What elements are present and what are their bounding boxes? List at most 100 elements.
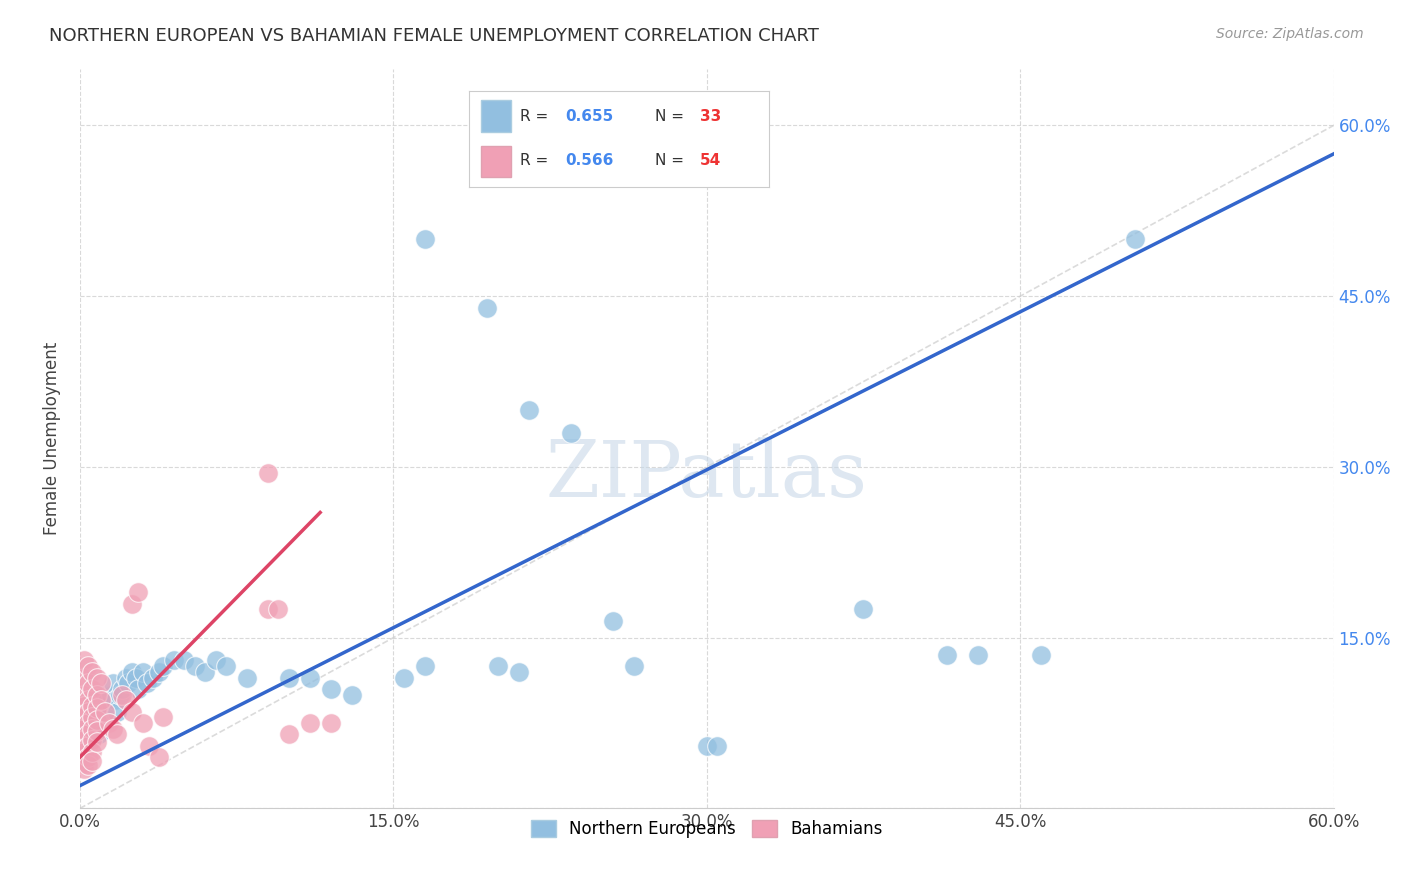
Point: [77, 676, 100, 690]
Point: [517, 403, 540, 417]
Point: [148, 750, 170, 764]
Text: NORTHERN EUROPEAN VS BAHAMIAN FEMALE UNEMPLOYMENT CORRELATION CHART: NORTHERN EUROPEAN VS BAHAMIAN FEMALE UNE…: [49, 27, 820, 45]
Point: [852, 602, 875, 616]
Point: [77, 750, 100, 764]
Point: [75, 716, 97, 731]
Point: [623, 659, 645, 673]
Point: [117, 676, 139, 690]
Point: [82, 710, 104, 724]
Point: [477, 301, 499, 315]
Point: [277, 727, 299, 741]
Point: [152, 710, 174, 724]
Point: [125, 671, 148, 685]
Point: [413, 659, 436, 673]
Text: Source: ZipAtlas.com: Source: ZipAtlas.com: [1216, 27, 1364, 41]
Point: [115, 671, 138, 685]
Point: [86, 688, 108, 702]
Point: [82, 745, 104, 759]
Point: [90, 688, 112, 702]
Point: [86, 735, 108, 749]
Point: [706, 739, 728, 753]
Point: [73, 688, 96, 702]
Point: [86, 722, 108, 736]
Point: [77, 758, 100, 772]
Point: [127, 585, 149, 599]
Point: [87, 727, 110, 741]
Point: [94, 698, 117, 713]
Point: [77, 739, 100, 753]
Point: [173, 653, 195, 667]
Point: [148, 665, 170, 679]
Point: [96, 693, 118, 707]
Point: [73, 722, 96, 736]
Point: [135, 676, 157, 690]
Point: [79, 733, 101, 747]
Point: [86, 713, 108, 727]
Point: [86, 701, 108, 715]
Point: [257, 466, 280, 480]
Point: [257, 602, 280, 616]
Point: [107, 727, 129, 741]
Point: [267, 602, 290, 616]
Point: [560, 425, 582, 440]
Point: [73, 671, 96, 685]
Point: [103, 676, 125, 690]
Point: [104, 693, 127, 707]
Point: [111, 688, 134, 702]
Point: [319, 716, 342, 731]
Point: [142, 671, 165, 685]
Point: [111, 681, 134, 696]
Point: [340, 688, 363, 702]
Text: ZIPatlas: ZIPatlas: [546, 438, 868, 514]
Point: [82, 733, 104, 747]
Point: [486, 659, 509, 673]
Point: [163, 653, 186, 667]
Point: [131, 665, 153, 679]
Point: [73, 710, 96, 724]
Point: [392, 671, 415, 685]
Point: [184, 659, 207, 673]
Point: [152, 659, 174, 673]
Point: [298, 716, 321, 731]
Point: [77, 727, 100, 741]
Point: [73, 653, 96, 667]
Point: [77, 705, 100, 719]
Point: [194, 665, 217, 679]
Point: [82, 698, 104, 713]
Point: [73, 698, 96, 713]
Point: [82, 754, 104, 768]
Point: [115, 693, 138, 707]
Point: [298, 671, 321, 685]
Point: [121, 665, 143, 679]
Point: [77, 716, 100, 731]
Point: [602, 614, 624, 628]
Point: [77, 659, 100, 673]
Point: [121, 597, 143, 611]
Point: [100, 688, 122, 702]
Point: [103, 722, 125, 736]
Point: [1123, 232, 1146, 246]
Point: [1029, 648, 1052, 662]
Point: [277, 671, 299, 685]
Point: [73, 733, 96, 747]
Point: [215, 659, 238, 673]
Point: [90, 705, 112, 719]
Point: [82, 681, 104, 696]
Point: [94, 705, 117, 719]
Point: [82, 665, 104, 679]
Point: [508, 665, 530, 679]
Point: [936, 648, 959, 662]
Point: [90, 693, 112, 707]
Point: [82, 722, 104, 736]
Point: [204, 653, 226, 667]
Point: [73, 762, 96, 776]
Point: [967, 648, 990, 662]
Point: [90, 676, 112, 690]
Point: [82, 710, 104, 724]
Point: [77, 693, 100, 707]
Point: [108, 688, 131, 702]
Legend: Northern Europeans, Bahamians: Northern Europeans, Bahamians: [524, 813, 890, 845]
Y-axis label: Female Unemployment: Female Unemployment: [44, 342, 60, 535]
Point: [413, 232, 436, 246]
Point: [131, 716, 153, 731]
